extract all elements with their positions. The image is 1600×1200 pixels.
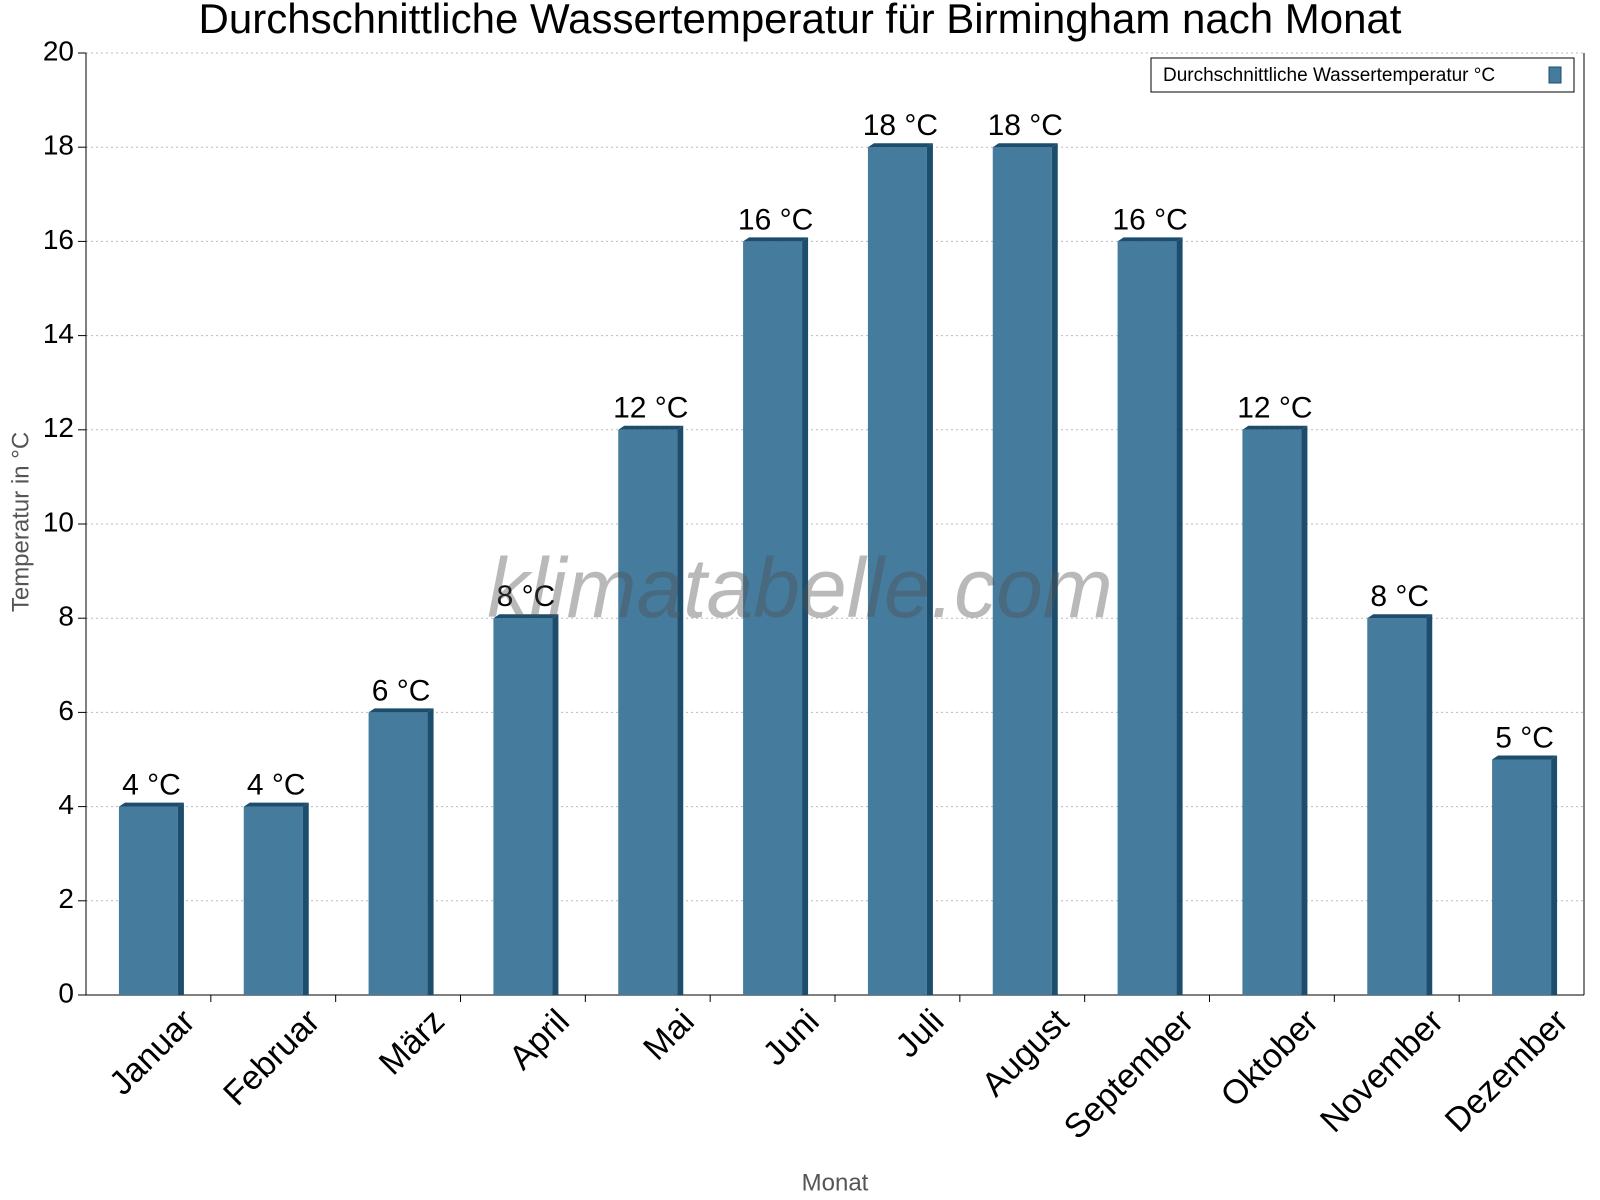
y-tick-label: 20 <box>43 35 74 66</box>
value-label: 8 °C <box>497 580 556 613</box>
value-label: 12 °C <box>613 392 688 425</box>
bar-side <box>1551 755 1558 995</box>
bar-group <box>1242 425 1308 995</box>
bar-top <box>1492 755 1558 760</box>
x-tick-label: Mai <box>636 1002 702 1068</box>
bar-top <box>1367 614 1433 619</box>
bar <box>1367 618 1427 995</box>
bar-group <box>243 802 309 995</box>
bar-side <box>1426 614 1433 995</box>
bar-top <box>118 802 184 807</box>
bar-group <box>1492 755 1558 995</box>
value-label: 16 °C <box>1112 203 1187 236</box>
value-label: 6 °C <box>372 674 431 707</box>
y-tick-label: 2 <box>58 883 74 914</box>
bar <box>1492 759 1552 995</box>
bar-group <box>618 425 684 995</box>
x-tick-label: Januar <box>102 1002 202 1102</box>
y-tick-label: 16 <box>43 224 74 255</box>
bar-side <box>302 802 309 995</box>
bar-top <box>1242 425 1308 430</box>
value-label: 16 °C <box>738 203 813 236</box>
x-tick-label: August <box>975 1002 1077 1104</box>
value-label: 18 °C <box>863 109 938 142</box>
value-label: 8 °C <box>1370 580 1429 613</box>
bar-side <box>802 237 809 995</box>
legend-swatch <box>1548 66 1562 84</box>
bar-top <box>992 143 1058 148</box>
x-tick-label: April <box>502 1002 577 1077</box>
bar-group <box>743 237 809 995</box>
bar-side <box>1301 425 1308 995</box>
x-tick-label: März <box>372 1002 452 1082</box>
x-tick-label: Juni <box>756 1002 827 1073</box>
bar-top <box>867 143 933 148</box>
bar <box>1117 241 1177 995</box>
bar-group <box>867 143 933 995</box>
bar-side <box>1051 143 1058 995</box>
x-tick-label: September <box>1057 1002 1201 1146</box>
y-tick-label: 14 <box>43 318 74 349</box>
x-tick-label: November <box>1313 1002 1451 1140</box>
bar-group <box>1117 237 1183 995</box>
x-tick-label: Oktober <box>1214 1002 1326 1114</box>
bar-side <box>926 143 933 995</box>
bar-top <box>618 425 684 430</box>
bar-top <box>493 614 559 619</box>
bar-side <box>177 802 184 995</box>
bar-group <box>992 143 1058 995</box>
bar-group <box>118 802 184 995</box>
bar <box>1242 429 1302 995</box>
legend-label: Durchschnittliche Wassertemperatur °C <box>1163 65 1495 86</box>
chart-title: Durchschnittliche Wassertemperatur für B… <box>199 0 1402 42</box>
y-tick-label: 10 <box>43 506 74 537</box>
value-label: 5 °C <box>1495 721 1554 754</box>
bar <box>243 806 303 995</box>
bar-group <box>368 708 434 995</box>
bar-top <box>243 802 309 807</box>
bar-side <box>677 425 684 995</box>
y-tick-label: 6 <box>58 695 74 726</box>
bar <box>992 147 1052 995</box>
bar-top <box>368 708 434 713</box>
bar <box>743 241 803 995</box>
bar-group <box>493 614 559 995</box>
bar <box>867 147 927 995</box>
y-tick-label: 0 <box>58 977 74 1008</box>
x-tick-label: Juli <box>888 1002 951 1065</box>
x-axis-title: Monat <box>802 1169 869 1196</box>
value-label: 4 °C <box>122 769 181 802</box>
y-tick-label: 8 <box>58 601 74 632</box>
legend-box <box>1150 57 1575 93</box>
watermark: klimatabelle.com <box>487 541 1113 635</box>
bar <box>368 712 428 995</box>
bar-group <box>1367 614 1433 995</box>
value-label: 18 °C <box>988 109 1063 142</box>
value-label: 4 °C <box>247 769 306 802</box>
bar-side <box>552 614 559 995</box>
bar-side <box>1176 237 1183 995</box>
y-tick-label: 12 <box>43 412 74 443</box>
value-label: 12 °C <box>1237 392 1312 425</box>
bar <box>618 429 678 995</box>
x-tick-label: Dezember <box>1438 1002 1576 1140</box>
y-tick-label: 4 <box>58 789 74 820</box>
bar <box>118 806 178 995</box>
bar-top <box>743 237 809 242</box>
bar-top <box>1117 237 1183 242</box>
y-tick-label: 18 <box>43 130 74 161</box>
x-tick-label: Februar <box>216 1002 327 1113</box>
y-axis-title: Temperatur in °C <box>7 432 34 612</box>
bar-side <box>427 708 434 995</box>
bar <box>493 618 553 995</box>
